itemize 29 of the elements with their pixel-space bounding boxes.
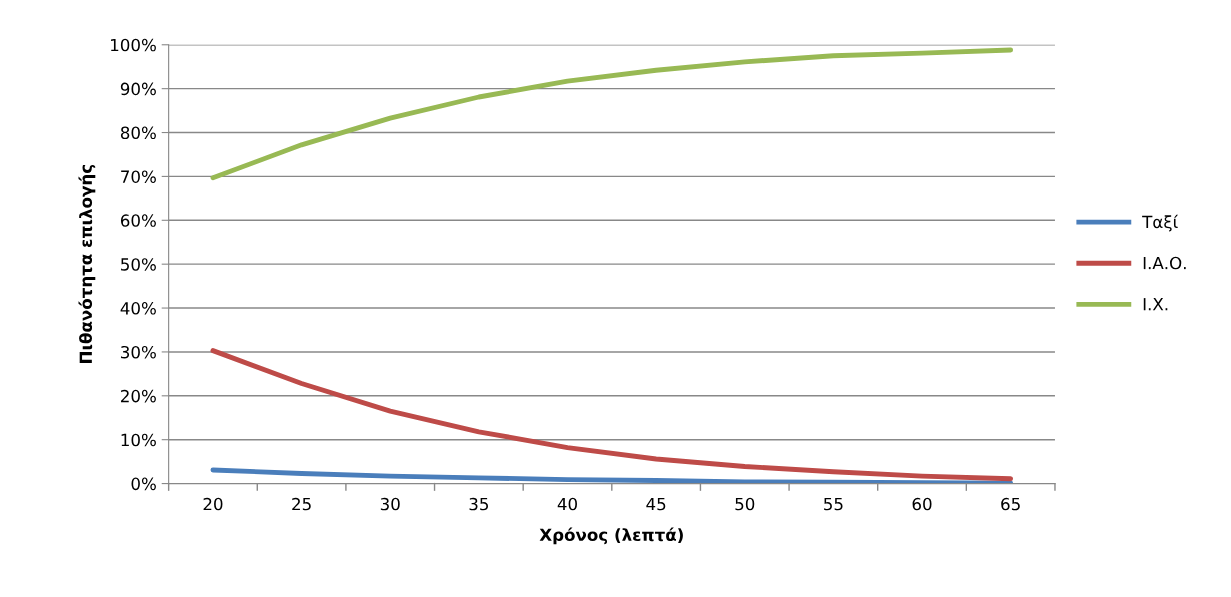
y-axis-title: Πιθανότητα επιλογής <box>78 164 96 363</box>
y-tick-label: 40% <box>120 302 156 315</box>
x-tick-label: 55 <box>824 497 843 511</box>
y-tick-label: 70% <box>121 170 156 183</box>
legend-label: Ι.Χ. <box>1143 298 1168 311</box>
x-tick-label: 50 <box>735 497 755 511</box>
legend-label: Ι.Α.Ο. <box>1143 256 1186 270</box>
y-tick-label: 10% <box>121 433 156 447</box>
line-series <box>210 467 1014 484</box>
y-tick-label: 30% <box>121 345 156 359</box>
x-tick-label: 65 <box>1001 497 1020 511</box>
line-series <box>210 348 1014 482</box>
x-tick-label: 30 <box>380 497 400 511</box>
y-tick-label: 80% <box>120 126 156 140</box>
line-series <box>210 47 1014 181</box>
y-tick-label: 90% <box>120 82 156 96</box>
x-axis-title: Χρόνος (λεπτά) <box>539 527 683 545</box>
y-tick-label: 100% <box>111 38 156 52</box>
x-tick-label: 20 <box>203 497 223 511</box>
x-tick-label: 60 <box>912 497 932 511</box>
x-tick-label: 40 <box>557 497 577 511</box>
legend-label: Ταξί <box>1142 214 1179 232</box>
y-tick-label: 0% <box>131 477 156 491</box>
y-tick-label: 50% <box>121 258 156 271</box>
x-tick-label: 25 <box>292 497 311 511</box>
y-tick-label: 60% <box>120 214 156 227</box>
y-tick-label: 20% <box>121 389 156 403</box>
x-tick-label: 45 <box>646 497 666 511</box>
x-tick-label: 35 <box>469 497 489 511</box>
